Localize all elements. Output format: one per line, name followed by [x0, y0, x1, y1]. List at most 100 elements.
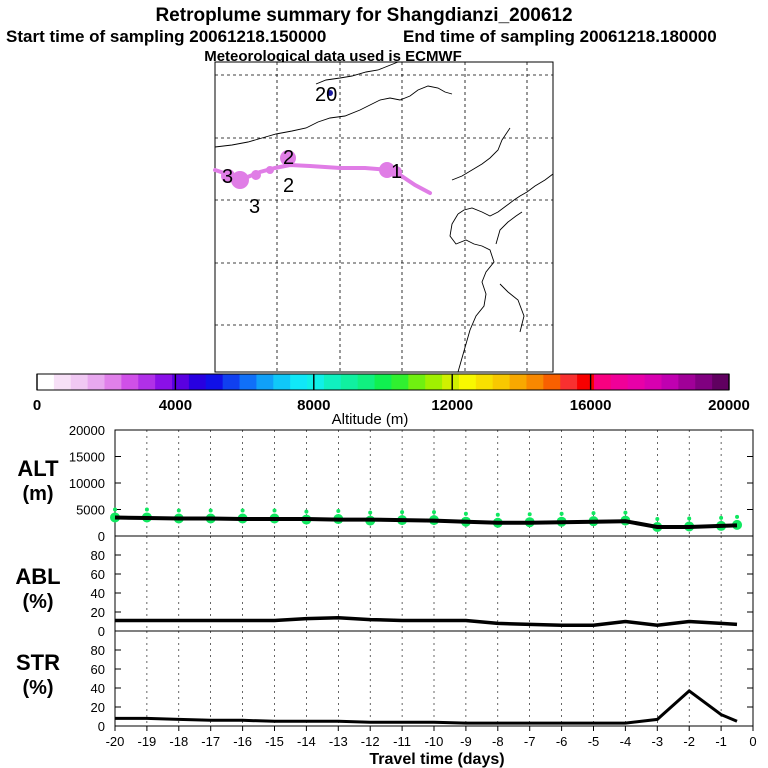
str-panel: STR (%) 80 60 40 20 0 — [16, 630, 754, 734]
alt-y-tick-label: 10000 — [69, 476, 105, 491]
colorbar-swatch — [475, 374, 494, 390]
figure-title: Retroplume summary for Shangdianzi_20061… — [155, 5, 572, 26]
alt-point-spread — [719, 515, 724, 520]
colorbar-swatch — [442, 374, 460, 390]
start-time-label: Start time of sampling 20061218.150000 — [6, 27, 326, 46]
alt-point-spread — [559, 511, 564, 516]
x-axis-tick-label: -16 — [233, 734, 252, 749]
colorbar-swatch — [543, 374, 561, 390]
colorbar-swatch — [357, 374, 376, 390]
alt-y-tick-label: 20000 — [69, 423, 105, 438]
colorbar-swatch — [273, 374, 291, 390]
colorbar-swatch — [391, 374, 409, 390]
x-axis-tick-labels: -20 -19 -18 -17 -16 -15 -14 -13 -12 -11 -10 -9 -8 -7-… — [106, 726, 757, 749]
colorbar-tick-label: 0 — [33, 397, 41, 414]
colorbar-swatch — [712, 374, 730, 390]
colorbar-swatch — [627, 374, 646, 390]
abl-axis-unit: (%) — [22, 591, 53, 613]
alt-point-spread — [208, 508, 213, 513]
alt-point-spread — [432, 510, 436, 515]
alt-point-spread — [368, 510, 373, 515]
str-axis-unit: (%) — [22, 677, 53, 699]
x-axis-tick-label: -3 — [652, 734, 664, 749]
coastline-borders — [214, 61, 554, 373]
altitude-colorbar — [36, 373, 730, 391]
colorbar-swatch — [37, 374, 55, 390]
colorbar-swatch — [340, 374, 359, 390]
abl-y-ticks: 80 60 40 20 0 — [91, 548, 753, 639]
alt-point-spread — [687, 516, 692, 521]
colorbar-tick-labels: 0 4000 8000 12000 16000 20000 — [33, 374, 750, 414]
colorbar-swatch — [458, 374, 477, 390]
plume-blob — [266, 166, 274, 174]
colorbar-swatch — [661, 374, 679, 390]
abl-y-tick-label: 0 — [98, 624, 105, 639]
colorbar-swatch — [577, 374, 595, 390]
x-axis-tick-label: -4 — [620, 734, 632, 749]
x-axis-tick-label: -1 — [715, 734, 727, 749]
colorbar-swatch — [87, 374, 106, 390]
abl-panel: ABL (%) 80 60 40 20 0 — [15, 535, 754, 639]
alt-point-spread — [336, 509, 341, 514]
colorbar-tick-label: 12000 — [431, 397, 473, 414]
plume-blob — [280, 150, 296, 166]
str-y-tick-label: 80 — [91, 643, 105, 658]
colorbar-swatch — [188, 374, 207, 390]
str-plot-frame — [114, 630, 754, 727]
alt-point-spread — [240, 508, 245, 513]
colorbar-swatch — [492, 374, 511, 390]
x-axis-tick-label: -11 — [393, 734, 411, 749]
map-frame — [214, 61, 554, 373]
colorbar-swatch — [593, 374, 612, 390]
alt-point-spread — [463, 511, 468, 516]
colorbar-swatch — [138, 374, 156, 390]
colorbar-swatch — [290, 374, 308, 390]
colorbar-swatch — [53, 374, 72, 390]
colorbar-swatch — [256, 374, 274, 390]
alt-axis-title: ALT — [17, 456, 59, 481]
x-axis-tick-label: -8 — [492, 734, 504, 749]
colorbar-swatch — [509, 374, 527, 390]
colorbar-swatch — [560, 374, 578, 390]
colorbar-axis-label: Altitude (m) — [332, 411, 409, 428]
x-axis-tick-label: -6 — [556, 734, 568, 749]
abl-line — [115, 615, 738, 628]
str-y-tick-label: 0 — [98, 719, 105, 734]
map-panel: 20 3 3 2 2 1 — [213, 61, 554, 373]
plume-track — [213, 90, 432, 195]
alt-point-spread — [400, 510, 405, 515]
abl-axis-title: ABL — [15, 564, 60, 589]
colorbar-swatch — [222, 374, 241, 390]
colorbar-swatch — [695, 374, 713, 390]
alt-panel: ALT (m) 20000 15000 10000 5000 0 — [17, 423, 754, 544]
x-axis-tick-label: -14 — [297, 734, 316, 749]
day-label-3a: 3 — [222, 166, 233, 188]
day-label-2a: 2 — [283, 175, 294, 197]
str-axis-title: STR — [16, 650, 60, 675]
day-label-20: 20 — [315, 84, 337, 106]
alt-point-spread — [495, 512, 500, 517]
colorbar-swatch — [425, 374, 443, 390]
x-axis-tick-label: -2 — [683, 734, 695, 749]
plume-blob — [251, 170, 261, 180]
x-axis-tick-label: -15 — [265, 734, 284, 749]
x-axis-tick-label: -13 — [329, 734, 348, 749]
colorbar-swatch — [678, 374, 696, 390]
abl-y-tick-label: 20 — [91, 605, 105, 620]
colorbar-swatch — [172, 374, 190, 390]
alt-y-ticks: 20000 15000 10000 5000 0 — [69, 423, 753, 544]
colorbar-tick-label: 20000 — [708, 397, 750, 414]
abl-plot-frame — [114, 535, 754, 632]
alt-point-spread — [272, 508, 277, 513]
day-label-1: 1 — [391, 161, 402, 183]
colorbar-swatch — [155, 374, 173, 390]
colorbar-swatch — [374, 374, 392, 390]
colorbar-swatch — [70, 374, 89, 390]
met-data-label: Meteorological data used is ECMWF — [204, 48, 462, 65]
str-y-tick-label: 60 — [91, 662, 105, 677]
alt-point — [110, 512, 120, 523]
colorbar-swatch — [323, 374, 342, 390]
str-line — [115, 688, 738, 725]
alt-point-spread — [591, 511, 596, 516]
